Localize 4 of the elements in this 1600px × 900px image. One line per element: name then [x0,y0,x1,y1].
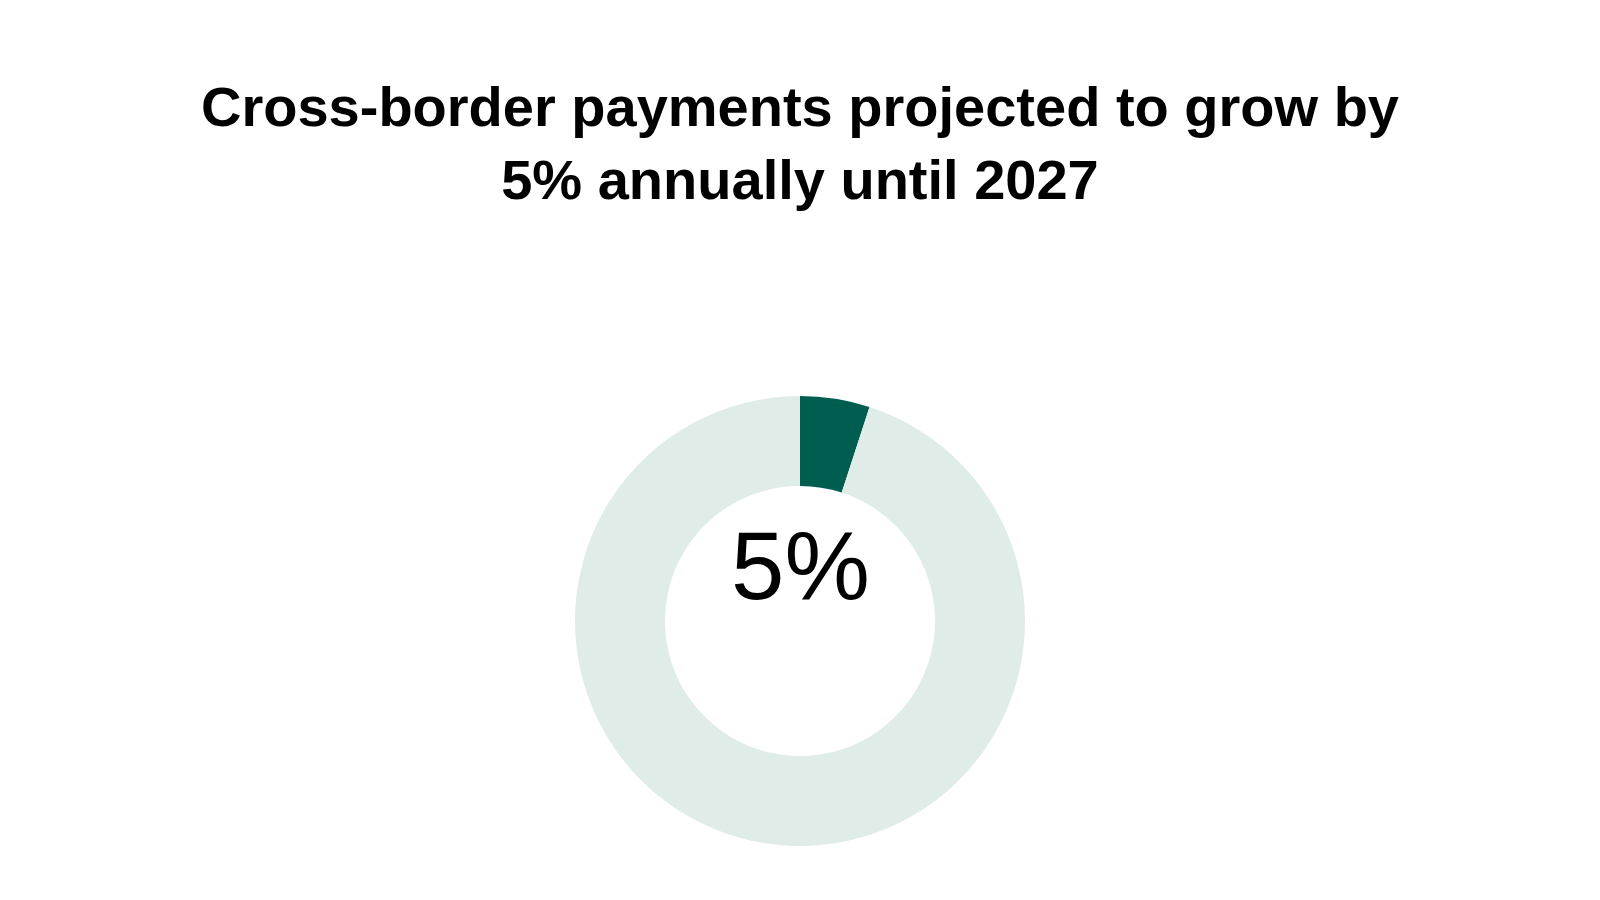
text: 5% [731,512,870,619]
donut-slice [575,396,1025,846]
donut-slice [800,396,870,493]
chart-title: Cross-border payments projected to grow by 5% annually until 2027 [201,75,1399,211]
